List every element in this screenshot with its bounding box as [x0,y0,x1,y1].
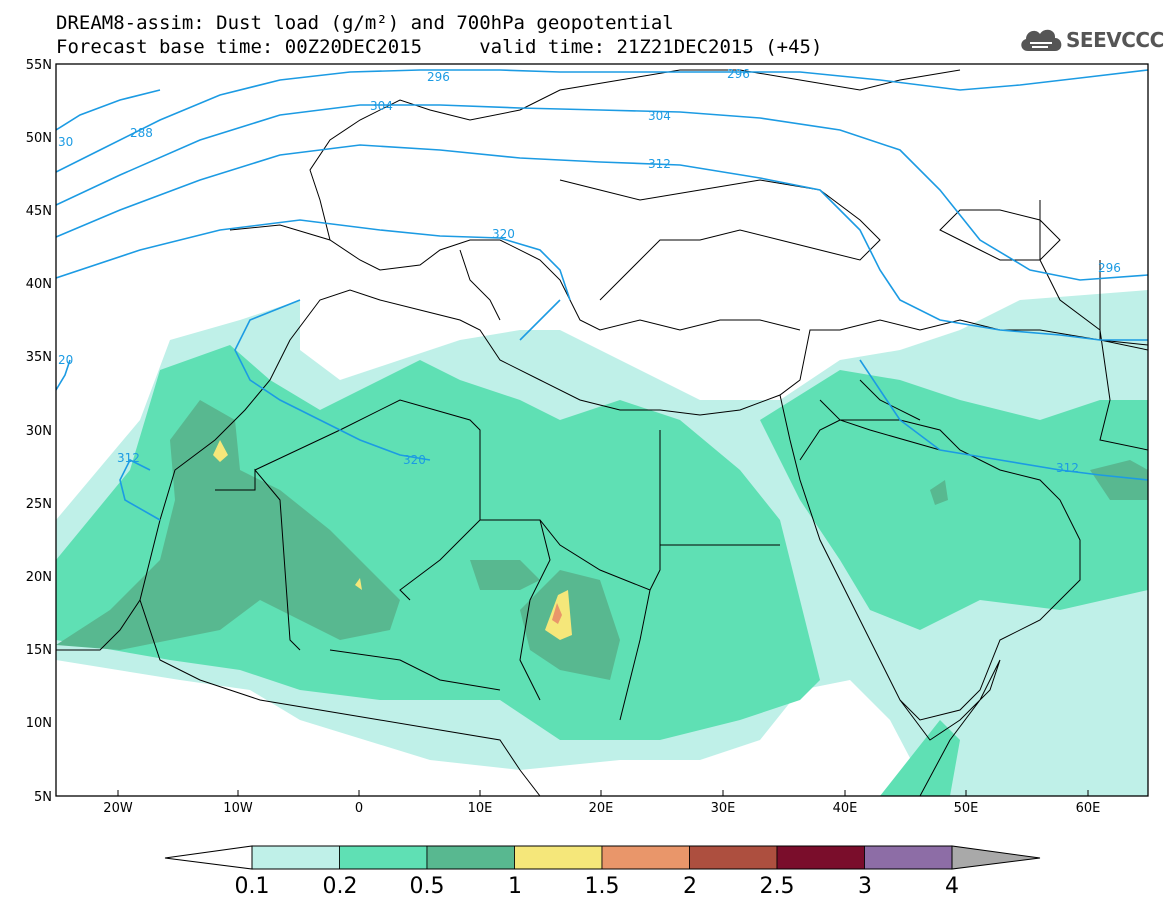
colorbar-tick-label: 4 [945,874,959,899]
lon-tick-label: 20E [589,801,614,816]
contour-label: 296 [1098,261,1121,275]
colorbar-tick-label: 0.2 [323,874,358,899]
colorbar-swatch [601,845,690,870]
lat-tick-label: 35N [26,350,52,365]
lat-tick-label: 55N [26,58,52,73]
lon-tick-label: 10E [468,801,493,816]
colorbar: 0.1 0.2 0.5 1 1.5 2 2.5 3 4 [164,845,1041,899]
logo-text: SEEVCCC [1066,28,1164,52]
colorbar-tick-label: 2 [683,874,697,899]
lon-tick-label: 40E [833,801,858,816]
lat-tick-label: 45N [26,204,52,219]
lon-tick-label: 50E [954,801,979,816]
colorbar-tick-label: 3 [858,874,872,899]
dust-level-1.5 [552,603,562,624]
colorbar-swatch [864,845,953,870]
colorbar-tick-label: 1 [508,874,522,899]
colorbar-min-arrow [164,845,253,870]
lat-tick-label: 15N [26,643,52,658]
coastlines [56,69,1148,796]
colorbar-tick-label: 2.5 [760,874,795,899]
lat-tick-label: 40N [26,277,52,292]
contour-label: 304 [648,109,671,123]
map-frame [55,63,1149,797]
lon-axis: 20W 10W 0 10E 20E 30E 40E 50E 60E [103,790,1100,816]
colorbar-tick-label: 1.5 [585,874,620,899]
contour-label: 30 [58,135,73,149]
lon-tick-label: 60E [1076,801,1101,816]
lat-axis: 55N 50N 45N 40N 35N 30N 25N 20N 15N 10N … [26,58,52,805]
lon-tick-label: 20W [103,801,133,816]
contour-label: 320 [492,227,515,241]
lon-tick-label: 0 [355,801,363,816]
colorbar-tick-label: 0.1 [235,874,270,899]
lat-tick-label: 30N [26,424,52,439]
lat-tick-label: 25N [26,497,52,512]
lat-tick-label: 50N [26,131,52,146]
contour-label: 304 [370,99,393,113]
lat-tick-label: 5N [34,790,52,805]
colorbar-swatch [514,845,603,870]
colorbar-swatch [339,845,428,870]
contour-label: 20 [58,353,73,367]
colorbar-swatch [689,845,778,870]
dust-level-0.5 [56,400,1148,680]
colorbar-swatch [776,845,865,870]
contour-label: 288 [130,126,153,140]
contour-label-layer: 296 296 288 30 304 304 312 320 320 312 3… [58,67,1121,475]
contour-label: 312 [1056,461,1079,475]
lat-tick-label: 20N [26,570,52,585]
cloud-icon [1021,29,1062,51]
lon-tick-label: 10W [223,801,253,816]
forecast-times: Forecast base time: 00Z20DEC2015 valid t… [56,36,823,58]
contour-label: 296 [727,67,750,81]
contour-label: 296 [427,70,450,84]
lon-tick-label: 30E [711,801,736,816]
map-title: DREAM8-assim: Dust load (g/m²) and 700hP… [56,12,674,34]
seevccc-logo: SEEVCCC [1018,24,1164,56]
colorbar-swatch [251,845,340,870]
colorbar-swatch [426,845,515,870]
contour-label: 312 [648,157,671,171]
geopotential-contours [56,69,1148,521]
dust-field-layer [56,290,1148,796]
lat-tick-label: 10N [26,716,52,731]
contour-label: 320 [403,453,426,467]
contour-label: 312 [117,451,140,465]
colorbar-tick-label: 0.5 [410,874,445,899]
colorbar-max-arrow [951,845,1041,870]
